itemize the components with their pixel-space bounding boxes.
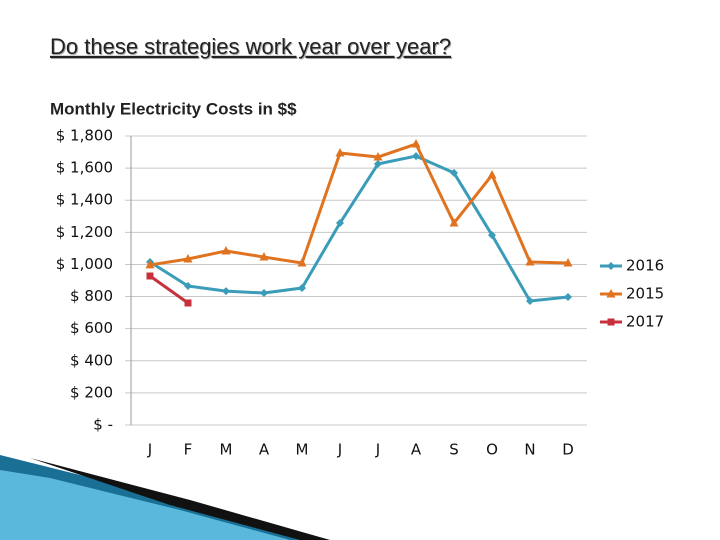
x-tick-label: A — [259, 441, 270, 459]
data-point — [525, 257, 535, 266]
data-point — [450, 168, 458, 177]
legend-marker — [607, 262, 615, 270]
data-point — [374, 159, 382, 168]
y-tick-label: $ 1,200 — [56, 223, 113, 241]
y-tick-label: $ 800 — [70, 287, 113, 305]
legend-marker — [607, 318, 615, 326]
y-tick-label: $ 400 — [70, 351, 113, 369]
x-tick-label: N — [524, 441, 535, 459]
legend-label: 2015 — [626, 285, 664, 303]
y-tick-label: $ 1,400 — [56, 191, 113, 209]
legend-marker — [606, 289, 616, 298]
x-tick-label: F — [184, 441, 193, 459]
y-tick-label: $ - — [93, 416, 113, 434]
slide-title: Do these strategies work year over year? — [50, 34, 451, 59]
x-tick-label: J — [147, 441, 152, 459]
data-point — [564, 293, 572, 302]
data-point — [146, 272, 154, 280]
data-point — [373, 152, 383, 161]
data-point — [260, 289, 268, 298]
slide-title-shadow: Do these strategies work year over year? — [51, 35, 452, 60]
x-tick-label: S — [449, 441, 459, 459]
x-tick-label: J — [337, 441, 342, 459]
y-tick-label: $ 1,600 — [56, 159, 113, 177]
data-point — [259, 252, 269, 261]
data-point — [222, 287, 230, 296]
data-point — [297, 257, 307, 267]
x-tick-label: A — [411, 441, 422, 459]
series-line — [149, 274, 189, 305]
data-point — [336, 219, 344, 228]
series-line — [149, 142, 569, 267]
decor-swoosh-light — [0, 470, 290, 540]
x-tick-label: J — [375, 441, 380, 459]
legend-label: 2016 — [626, 257, 664, 275]
legend-label: 2017 — [626, 313, 664, 331]
data-point — [411, 139, 421, 148]
data-point — [487, 170, 497, 179]
y-tick-label: $ 600 — [70, 319, 113, 337]
series-line — [149, 154, 569, 303]
x-tick-label: O — [486, 441, 498, 459]
data-point — [526, 297, 534, 306]
chart-title: Monthly Electricity Costs in $$ — [50, 99, 297, 118]
data-point — [183, 253, 193, 263]
y-tick-label: $ 200 — [70, 383, 113, 401]
x-tick-label: D — [562, 441, 574, 459]
data-point — [145, 259, 155, 269]
data-point — [563, 257, 573, 267]
data-point — [221, 245, 231, 255]
y-tick-label: $ 1,000 — [56, 255, 113, 273]
y-tick-label: $ 1,800 — [56, 127, 113, 145]
data-point — [184, 299, 192, 307]
data-point — [298, 284, 306, 293]
data-point — [449, 218, 459, 227]
decor-swoosh-dark — [30, 458, 330, 540]
data-point — [335, 148, 345, 157]
x-tick-label: M — [296, 441, 309, 459]
data-point — [412, 152, 420, 161]
data-point — [184, 281, 192, 290]
data-point — [488, 231, 496, 240]
x-tick-label: M — [220, 441, 233, 459]
